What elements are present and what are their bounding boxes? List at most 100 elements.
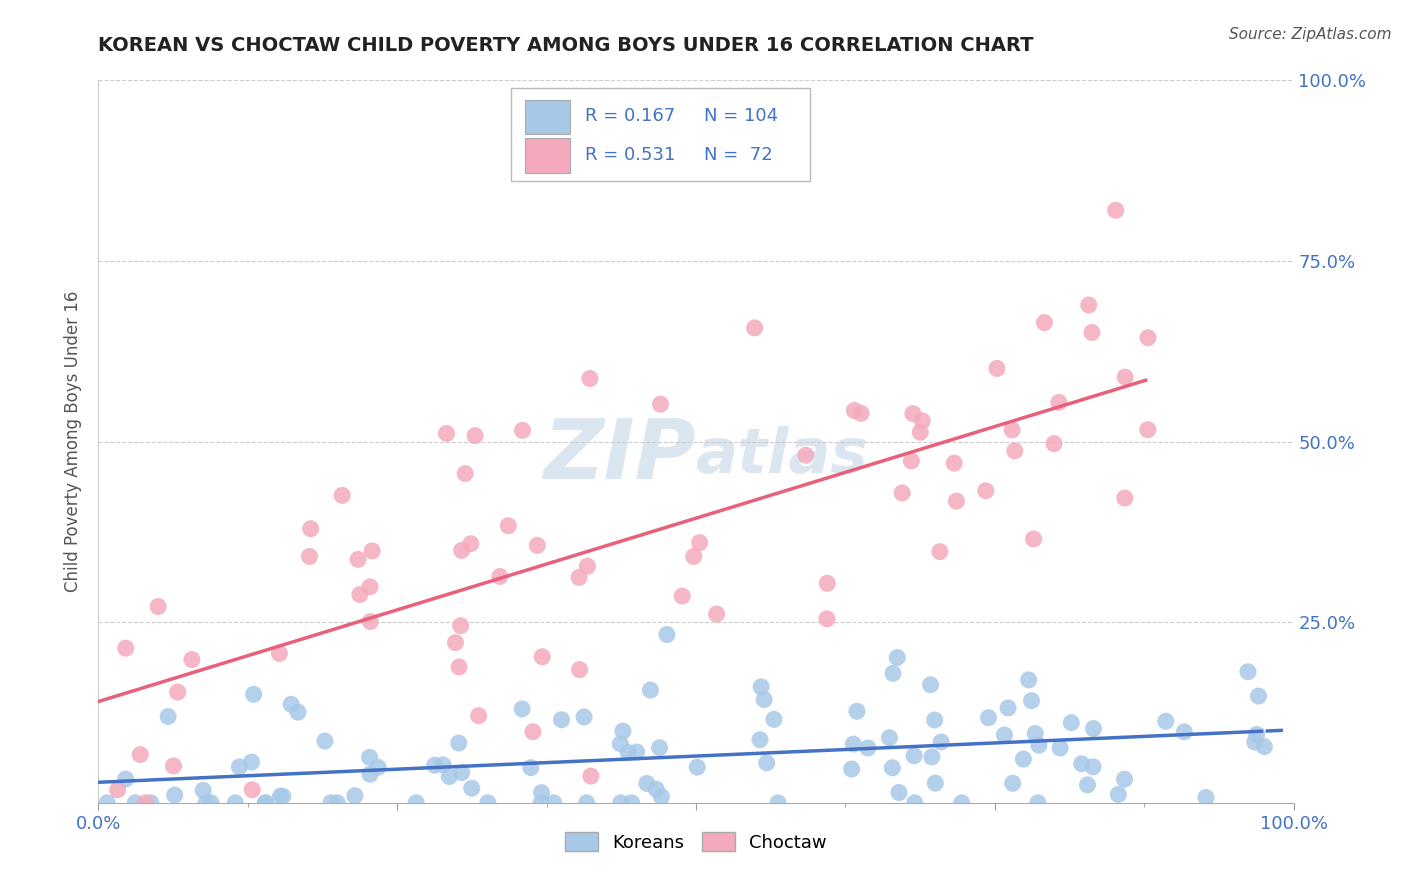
Point: [762, 712, 785, 726]
Point: [1012, 752, 1035, 766]
Point: [326, 796, 349, 810]
Point: [650, 789, 672, 804]
Point: [1021, 693, 1043, 707]
FancyBboxPatch shape: [510, 87, 810, 181]
Point: [929, 544, 952, 558]
Point: [844, 403, 866, 417]
Point: [447, 660, 470, 674]
Point: [900, 454, 922, 468]
Point: [139, 796, 162, 810]
Point: [550, 713, 572, 727]
Point: [1173, 725, 1195, 739]
Point: [1004, 443, 1026, 458]
Text: ZIP: ZIP: [543, 416, 696, 497]
Point: [240, 755, 263, 769]
Point: [997, 701, 1019, 715]
Point: [280, 698, 302, 712]
Point: [609, 737, 631, 751]
Point: [650, 397, 672, 411]
Point: [510, 702, 533, 716]
Point: [1243, 735, 1265, 749]
Point: [671, 589, 693, 603]
Bar: [524, 100, 571, 135]
Legend: Koreans, Choctaw: Koreans, Choctaw: [558, 825, 834, 859]
Bar: [524, 138, 571, 173]
Point: [359, 750, 381, 764]
Point: [1083, 722, 1105, 736]
Point: [135, 796, 157, 810]
Point: [1136, 331, 1159, 345]
Point: [849, 406, 872, 420]
Point: [450, 765, 472, 780]
Point: [432, 757, 454, 772]
Point: [242, 687, 264, 701]
Point: [886, 650, 908, 665]
Point: [347, 552, 370, 566]
Text: N =  72: N = 72: [704, 146, 773, 164]
Point: [107, 782, 129, 797]
Point: [1253, 739, 1275, 754]
Point: [271, 789, 294, 804]
Point: [522, 724, 544, 739]
Point: [841, 762, 863, 776]
Y-axis label: Child Poverty Among Boys Under 16: Child Poverty Among Boys Under 16: [65, 291, 83, 592]
Point: [920, 678, 942, 692]
Point: [1033, 316, 1056, 330]
Point: [929, 735, 952, 749]
Point: [891, 486, 914, 500]
Point: [477, 796, 499, 810]
Point: [124, 796, 146, 810]
Point: [846, 704, 869, 718]
Point: [405, 796, 427, 810]
Point: [498, 518, 520, 533]
Point: [1081, 760, 1104, 774]
Point: [224, 796, 246, 810]
Point: [96, 796, 118, 810]
Point: [359, 767, 381, 781]
Point: [1018, 673, 1040, 687]
Text: R = 0.167: R = 0.167: [585, 107, 675, 126]
Point: [1114, 772, 1136, 787]
Point: [1105, 203, 1128, 218]
Point: [910, 425, 932, 440]
Point: [467, 708, 489, 723]
Point: [512, 423, 534, 437]
Point: [319, 796, 342, 810]
Point: [299, 522, 322, 536]
Point: [287, 705, 309, 719]
Point: [447, 736, 470, 750]
Point: [129, 747, 152, 762]
Point: [815, 612, 838, 626]
Point: [543, 796, 565, 810]
Point: [1107, 788, 1129, 802]
Point: [180, 652, 202, 666]
Point: [882, 666, 904, 681]
Point: [269, 647, 291, 661]
Point: [1028, 738, 1050, 752]
Point: [200, 796, 222, 810]
Point: [887, 785, 910, 799]
Point: [1114, 491, 1136, 505]
Point: [148, 599, 170, 614]
Point: [166, 685, 188, 699]
Point: [1247, 689, 1270, 703]
Point: [1024, 726, 1046, 740]
Point: [444, 635, 467, 649]
Point: [749, 680, 772, 694]
Point: [157, 709, 180, 723]
Point: [903, 748, 925, 763]
Point: [1237, 665, 1260, 679]
Point: [1001, 423, 1024, 437]
Point: [950, 796, 973, 810]
Point: [1043, 436, 1066, 450]
Point: [114, 641, 136, 656]
Text: atlas: atlas: [696, 426, 869, 486]
Point: [439, 770, 461, 784]
Text: R = 0.531: R = 0.531: [585, 146, 675, 164]
Point: [744, 321, 766, 335]
Point: [436, 426, 458, 441]
Point: [977, 711, 1000, 725]
Point: [228, 760, 250, 774]
Point: [576, 559, 599, 574]
Point: [1195, 790, 1218, 805]
